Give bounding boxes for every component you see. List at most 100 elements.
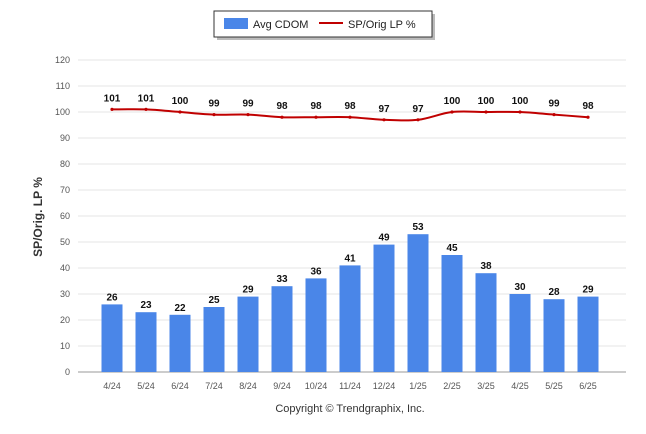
bar (509, 294, 531, 372)
line-series (110, 107, 590, 122)
y-axis-label: SP/Orig. LP % (31, 177, 45, 257)
bar (101, 304, 123, 372)
y-tick-label: 120 (55, 55, 70, 65)
line-data-label: 97 (378, 104, 390, 115)
bar-data-label: 23 (140, 300, 152, 311)
line-data-label: 98 (582, 101, 594, 112)
y-tick-label: 40 (60, 263, 70, 273)
bar-data-label: 30 (514, 282, 526, 293)
bar (407, 234, 429, 372)
line-point (144, 107, 148, 111)
line-point (178, 110, 182, 114)
y-tick-label: 70 (60, 185, 70, 195)
bar-data-label: 49 (378, 233, 390, 244)
bar (577, 296, 599, 372)
bar (135, 312, 157, 372)
x-tick-label: 12/24 (373, 381, 396, 391)
x-tick-label: 5/24 (137, 381, 155, 391)
y-tick-label: 30 (60, 289, 70, 299)
bar-data-label: 29 (242, 285, 254, 296)
bar (203, 307, 225, 372)
x-tick-label: 5/25 (545, 381, 563, 391)
y-tick-labels: 0 10 20 30 40 50 60 70 80 90 100 110 120 (55, 55, 70, 377)
copyright-text: Copyright © Trendgraphix, Inc. (275, 403, 424, 415)
bar-data-label: 25 (208, 295, 220, 306)
x-tick-label: 6/24 (171, 381, 189, 391)
line-data-label: 99 (208, 99, 220, 110)
x-tick-label: 6/25 (579, 381, 597, 391)
line-data-label: 100 (444, 96, 461, 107)
bar-data-label: 45 (446, 243, 458, 254)
line-point (110, 107, 114, 111)
x-tick-label: 9/24 (273, 381, 291, 391)
bar (169, 314, 191, 372)
y-tick-label: 80 (60, 159, 70, 169)
x-tick-label: 4/24 (103, 381, 121, 391)
y-tick-label: 0 (65, 367, 70, 377)
y-tick-label: 50 (60, 237, 70, 247)
x-tick-label: 8/24 (239, 381, 257, 391)
legend-bar-swatch (224, 18, 248, 29)
bar-data-label: 41 (344, 253, 356, 264)
line-data-labels: 101 101 100 99 99 98 98 98 97 97 100 100 100 99 98 (104, 93, 594, 114)
y-tick-label: 100 (55, 107, 70, 117)
line-data-label: 100 (512, 96, 529, 107)
bar (475, 273, 497, 372)
legend: Avg CDOM SP/Orig LP % (213, 10, 435, 40)
x-tick-label: 10/24 (305, 381, 328, 391)
line-point (484, 110, 488, 114)
legend-bar-label: Avg CDOM (253, 19, 308, 31)
bar-data-label: 36 (310, 266, 322, 277)
line-point (280, 115, 284, 119)
line-data-label: 101 (138, 93, 155, 104)
line-data-label: 100 (478, 96, 495, 107)
bar-data-label: 26 (106, 292, 118, 303)
legend-line-label: SP/Orig LP % (348, 19, 416, 31)
line-data-label: 99 (548, 99, 560, 110)
bar (339, 265, 361, 372)
y-tick-label: 20 (60, 315, 70, 325)
line-data-label: 97 (412, 104, 424, 115)
bar (441, 255, 463, 372)
line-point (552, 113, 556, 117)
line-data-label: 100 (172, 96, 189, 107)
x-tick-label: 1/25 (409, 381, 427, 391)
bar (305, 278, 327, 372)
line-point (314, 115, 318, 119)
x-tick-label: 3/25 (477, 381, 495, 391)
bar-series (101, 234, 599, 372)
line-point (212, 113, 216, 117)
bar-data-label: 28 (548, 287, 560, 298)
line-data-label: 98 (310, 101, 322, 112)
x-tick-label: 2/25 (443, 381, 461, 391)
bar-data-labels: 26 23 22 25 29 33 36 41 49 53 45 38 30 28 29 (106, 222, 594, 314)
line-data-label: 101 (104, 93, 121, 104)
line-point (416, 118, 420, 122)
line-point (382, 118, 386, 122)
y-tick-label: 10 (60, 341, 70, 351)
line-point (348, 115, 352, 119)
y-tick-label: 110 (56, 81, 70, 91)
bar (271, 286, 293, 372)
x-tick-label: 7/24 (205, 381, 223, 391)
line-data-label: 99 (242, 99, 254, 110)
x-tick-labels: 4/24 5/24 6/24 7/24 8/24 9/24 10/24 11/24 12/24 1… (103, 381, 597, 391)
line-point (246, 113, 250, 117)
bar (543, 299, 565, 372)
bar (237, 296, 259, 372)
x-tick-label: 4/25 (511, 381, 529, 391)
bar-data-label: 22 (174, 303, 186, 314)
line-data-label: 98 (344, 101, 356, 112)
bar (373, 244, 395, 372)
bar-data-label: 29 (582, 285, 594, 296)
bar-data-label: 33 (276, 274, 288, 285)
line-point (586, 115, 590, 119)
x-tick-label: 11/24 (339, 381, 361, 391)
line-point (518, 110, 522, 114)
y-tick-label: 60 (60, 211, 70, 221)
bar-data-label: 53 (412, 222, 424, 233)
line-data-label: 98 (276, 101, 288, 112)
bar-data-label: 38 (480, 261, 492, 272)
line-point (450, 110, 454, 114)
